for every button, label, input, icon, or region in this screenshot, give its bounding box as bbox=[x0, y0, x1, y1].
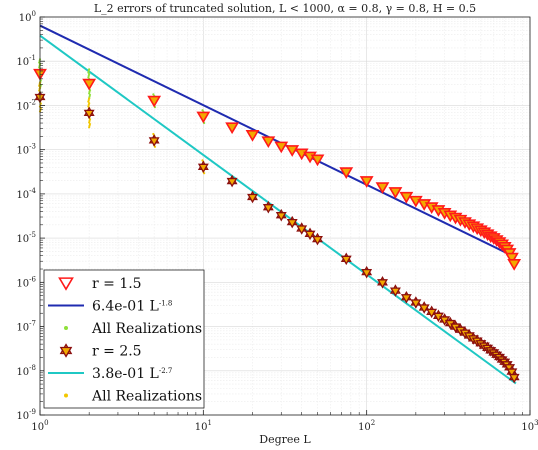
legend-symbol-dot bbox=[64, 326, 68, 330]
y-tick-label: 10-5 bbox=[16, 231, 36, 245]
legend-label: r = 1.5 bbox=[92, 276, 142, 292]
marker-r2.5 bbox=[410, 299, 422, 309]
marker-r2.5 bbox=[226, 177, 238, 188]
marker-r2.5 bbox=[340, 255, 352, 266]
data-markers bbox=[33, 68, 522, 384]
marker-r1.5 bbox=[245, 130, 260, 142]
legend-symbol-r2.5 bbox=[59, 346, 73, 358]
legend-label: 6.4e-01 L-1.8 bbox=[92, 299, 172, 315]
fit-lines bbox=[39, 24, 517, 385]
y-tick-label: 10-1 bbox=[16, 54, 36, 68]
marker-r1.5 bbox=[285, 145, 300, 157]
legend-label: All Realizations bbox=[91, 389, 202, 405]
marker-r1.5 bbox=[225, 122, 239, 135]
marker-r1.5 bbox=[505, 252, 519, 265]
legend-label: r = 2.5 bbox=[92, 344, 142, 360]
chart-title: L_2 errors of truncated solution, L < 10… bbox=[94, 2, 476, 15]
y-tick-label: 10-4 bbox=[16, 187, 36, 201]
marker-r1.5 bbox=[375, 182, 390, 194]
marker-r2.5 bbox=[83, 109, 95, 120]
legend-label: All Realizations bbox=[91, 321, 202, 337]
y-tick-label: 10-2 bbox=[16, 98, 36, 112]
marker-r1.5 bbox=[261, 136, 276, 149]
marker-r2.5 bbox=[304, 230, 316, 241]
marker-r1.5 bbox=[339, 167, 354, 179]
legend-label: 3.8e-01 L-2.7 bbox=[92, 366, 172, 382]
marker-r2.5 bbox=[400, 294, 412, 304]
x-axis-label: Degree L bbox=[259, 433, 311, 446]
fit-line-r2.5 bbox=[39, 34, 517, 385]
marker-r2.5 bbox=[275, 212, 287, 222]
x-tick-label: 100 bbox=[31, 419, 48, 433]
y-tick-label: 10-8 bbox=[16, 364, 36, 378]
y-tick-label: 10-6 bbox=[16, 275, 36, 289]
marker-r1.5 bbox=[274, 141, 289, 154]
marker-r1.5 bbox=[310, 154, 325, 167]
legend-symbol-dot bbox=[64, 393, 68, 398]
marker-r1.5 bbox=[359, 176, 374, 188]
y-tick-label: 10-3 bbox=[16, 143, 36, 157]
x-tick-label: 101 bbox=[195, 419, 212, 433]
y-tick-label: 10-7 bbox=[16, 320, 36, 334]
legend: r = 1.5 6.4e-01 L-1.8 All Realizations r = … bbox=[43, 269, 205, 409]
y-tick-label: 100 bbox=[19, 10, 36, 24]
marker-r2.5 bbox=[197, 163, 209, 174]
marker-r2.5 bbox=[312, 235, 323, 246]
fit-line-r1.5 bbox=[39, 24, 517, 259]
realization-dot-r2.5 bbox=[88, 126, 91, 129]
marker-r1.5 bbox=[388, 187, 403, 199]
legend-symbol-r1.5 bbox=[58, 277, 74, 291]
legend-box bbox=[43, 269, 205, 409]
x-tick-label: 102 bbox=[358, 419, 375, 433]
marker-r2.5 bbox=[247, 193, 258, 204]
marker-r1.5 bbox=[399, 191, 414, 204]
x-tick-label: 103 bbox=[521, 419, 538, 433]
marker-r1.5 bbox=[196, 111, 211, 124]
marker-r2.5 bbox=[361, 268, 373, 279]
marker-r1.5 bbox=[507, 259, 522, 271]
marker-r2.5 bbox=[148, 137, 160, 147]
marker-r2.5 bbox=[286, 218, 298, 229]
marker-r2.5 bbox=[296, 225, 308, 235]
plot-frame bbox=[39, 16, 531, 416]
axis-ticks: 100 101 102 103 10-9 10-8 10-7 10-6 10-5 10-4 10-3… bbox=[16, 10, 538, 433]
marker-r2.5 bbox=[389, 287, 401, 297]
y-tick-label: 10-9 bbox=[16, 408, 36, 422]
marker-r2.5 bbox=[377, 279, 388, 289]
marker-r1.5 bbox=[147, 95, 162, 108]
marker-r1.5 bbox=[82, 78, 97, 91]
marker-r2.5 bbox=[508, 373, 520, 384]
marker-r2.5 bbox=[262, 204, 274, 214]
